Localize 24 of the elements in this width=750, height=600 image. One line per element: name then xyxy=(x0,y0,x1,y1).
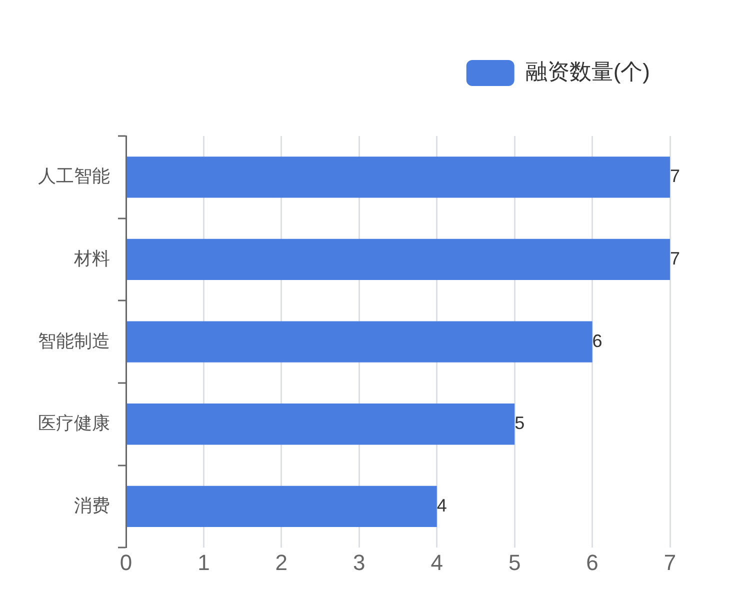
data-label: 6 xyxy=(592,330,602,351)
y-tick-label: 消费 xyxy=(74,495,110,516)
data-label: 4 xyxy=(436,495,447,516)
legend-label: 融资数量(个) xyxy=(525,59,650,84)
x-tick-label: 6 xyxy=(586,550,598,575)
data-label: 7 xyxy=(670,166,680,186)
y-tick-label: 医疗健康 xyxy=(38,413,110,434)
y-tick-label: 智能制造 xyxy=(38,330,110,351)
bar xyxy=(126,238,670,280)
y-tick-label: 材料 xyxy=(73,248,110,268)
bar xyxy=(126,156,670,198)
bar xyxy=(126,404,515,445)
data-label: 7 xyxy=(670,248,680,268)
x-tick-label: 0 xyxy=(120,550,132,575)
x-tick-label: 4 xyxy=(430,550,443,575)
y-tick-label: 人工智能 xyxy=(38,166,110,186)
data-label: 5 xyxy=(514,413,525,434)
x-tick-label: 7 xyxy=(664,550,676,575)
bar xyxy=(126,486,437,528)
bar xyxy=(126,321,592,362)
x-tick-label: 1 xyxy=(198,550,210,575)
x-tick-label: 5 xyxy=(508,550,521,575)
x-tick-label: 2 xyxy=(275,550,288,575)
x-tick-label: 3 xyxy=(353,550,366,575)
